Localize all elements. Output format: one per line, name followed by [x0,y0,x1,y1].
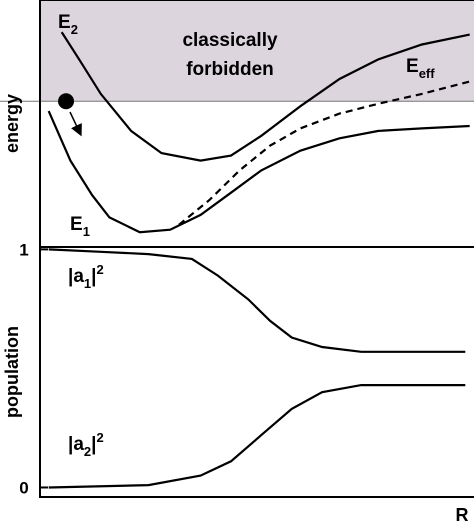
curve [60,31,470,162]
series-label: |a1|2 [68,262,104,291]
curve [48,384,466,489]
x-axis-label: R [456,505,469,525]
curve [178,80,470,226]
series-label: E2 [58,12,78,37]
label-main: E [406,56,419,77]
label-main: |a [68,434,84,455]
panel-frame [39,246,474,498]
particle [58,93,75,110]
y-tick-label: 1 [19,240,28,259]
label-sub: 2 [71,22,78,37]
annotation: forbidden [186,59,274,80]
arrow [69,111,82,137]
label-close: | [91,434,96,455]
label-sup: 2 [96,430,103,445]
curve [48,248,466,353]
label-sub: 1 [84,276,91,291]
annotation: classically [182,30,278,51]
label-main: E [70,214,83,235]
curve [47,110,470,234]
y-tick-label: 0 [19,478,28,497]
y-axis-label: population [2,326,22,418]
label-close: | [91,266,96,287]
label-main: |a [68,266,84,287]
series-label: |a2|2 [68,430,104,459]
label-sup: 2 [96,262,103,277]
label-sub: 1 [83,224,90,239]
label-sub: eff [419,66,436,81]
label-sub: 2 [84,444,91,459]
label-main: E [58,12,71,33]
y-axis-label: energy [2,94,22,153]
series-label: E1 [70,214,90,239]
series-label: Eeff [406,56,435,81]
